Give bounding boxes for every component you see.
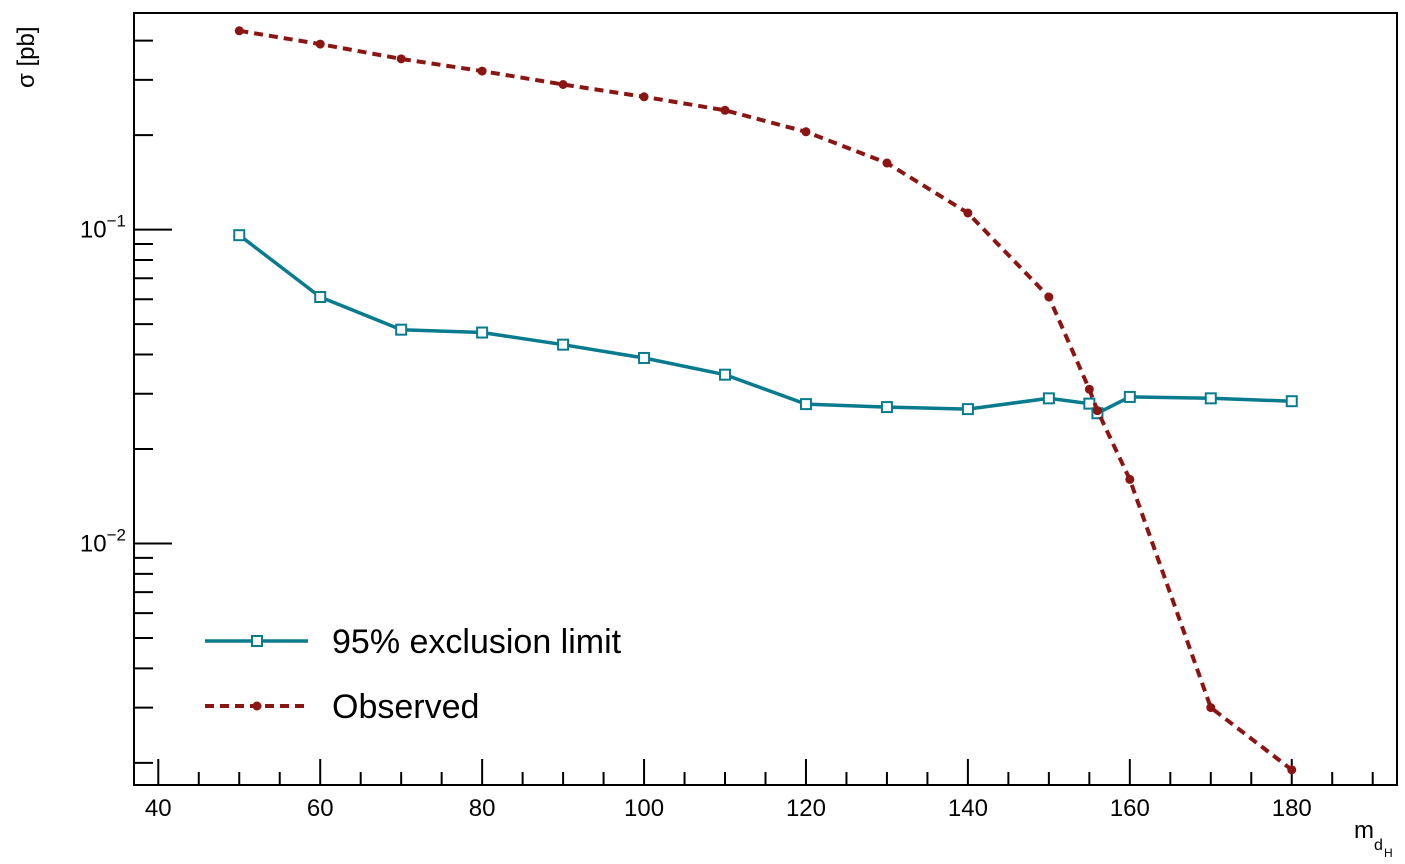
legend-label-2: Observed [332, 688, 479, 726]
y-tick-label: 10−1 [80, 212, 126, 244]
series-2-point [234, 26, 244, 36]
series-2-point [1206, 703, 1216, 713]
x-tick-label: 80 [469, 795, 496, 822]
series-2-point [1125, 474, 1135, 484]
series-1-point [638, 351, 651, 364]
y-axis: 10−1 10−2 [80, 39, 172, 764]
series-1-point [799, 398, 812, 411]
series-1-point [233, 229, 246, 242]
series-1-point [1123, 390, 1136, 403]
series-2-point [1092, 406, 1102, 416]
series-1-point [395, 323, 408, 336]
series-2-point [1084, 384, 1094, 394]
x-tick-label: 180 [1272, 795, 1312, 822]
series-2-point [882, 158, 892, 168]
x-axis-title-sub: d [1374, 837, 1383, 854]
series-1-point [476, 326, 489, 339]
series-1-point [557, 338, 570, 351]
series-2-point [801, 127, 811, 137]
series-2-point [396, 54, 406, 64]
series-2-point [963, 208, 973, 218]
series-2-point [639, 92, 649, 102]
x-axis-title-subsub: H [1384, 846, 1393, 860]
x-tick-label: 120 [786, 795, 826, 822]
legend-marker-2 [252, 701, 262, 711]
x-axis-title: m d H [1354, 817, 1393, 860]
series-2-point [1287, 765, 1297, 775]
series-line-1 [238, 233, 1292, 416]
legend-label-1: 95% exclusion limit [332, 623, 622, 661]
series-2-point [315, 39, 325, 49]
x-tick-label: 60 [307, 795, 334, 822]
series-1-point [1083, 397, 1096, 410]
series-1-point [1204, 392, 1217, 405]
series-2-point [558, 79, 568, 89]
x-tick-label: 140 [948, 795, 988, 822]
series-1-point [719, 368, 732, 381]
series-1-point [314, 290, 327, 303]
series-2-point [477, 66, 487, 76]
x-tick-label: 160 [1110, 795, 1150, 822]
x-tick-label: 100 [624, 795, 664, 822]
series-layer [233, 26, 1298, 775]
series-2-point [1044, 292, 1054, 302]
legend: 95% exclusion limit Observed [205, 623, 622, 726]
legend-marker-1 [251, 635, 263, 647]
series-1-point [1042, 392, 1055, 405]
series-1-point [1285, 395, 1298, 408]
series-line-2 [238, 28, 1294, 772]
x-tick-label: 40 [145, 795, 172, 822]
y-tick-label: 10−2 [80, 525, 126, 557]
series-1-point [880, 401, 893, 414]
series-2-point [720, 105, 730, 115]
x-axis: 40 60 80 100 120 140 160 180 [145, 759, 1374, 822]
x-axis-title-main: m [1354, 817, 1374, 844]
y-axis-title: σ [pb] [13, 26, 40, 88]
series-1-point [961, 403, 974, 416]
